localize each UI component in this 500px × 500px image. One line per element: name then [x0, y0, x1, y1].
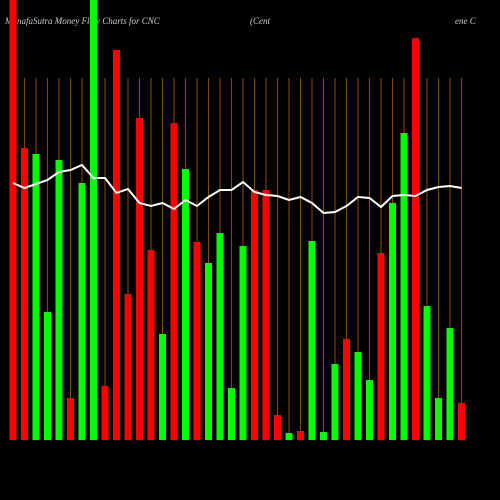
bar: [182, 169, 189, 440]
bar: [193, 242, 201, 440]
bar: [170, 123, 178, 440]
bar: [285, 433, 293, 440]
bar: [205, 263, 212, 440]
bar: [366, 380, 373, 440]
bar: [389, 203, 396, 440]
bar: [423, 306, 431, 440]
bar: [400, 133, 408, 440]
bar: [274, 415, 281, 440]
bar: [458, 403, 465, 440]
bar: [435, 398, 442, 440]
bar: [239, 246, 247, 440]
bar: [9, 0, 17, 440]
line: [12, 163, 462, 215]
bar: [446, 328, 454, 440]
bar: [216, 233, 224, 440]
bar: [44, 312, 51, 440]
bar: [67, 398, 74, 440]
bar: [159, 334, 166, 440]
bar: [90, 0, 97, 440]
bar: [251, 190, 258, 440]
chart-title-part: ene C: [455, 16, 477, 26]
chart-title: MunafaSutra Money Flow Charts for CNC: [4, 16, 161, 26]
bar: [32, 154, 40, 440]
bar: [412, 38, 419, 440]
bar: [21, 148, 28, 440]
bar: [354, 352, 362, 440]
bar: [228, 388, 235, 440]
bar: [308, 241, 316, 440]
bar: [343, 339, 350, 440]
bar: [331, 364, 339, 440]
bar: [55, 160, 63, 440]
bar: [78, 183, 86, 440]
bar: [297, 431, 304, 440]
bar: [377, 253, 385, 440]
bar: [147, 250, 155, 440]
bar: [124, 294, 132, 440]
bar: [262, 190, 270, 440]
bar: [320, 432, 327, 440]
bar: [113, 50, 120, 440]
bar: [101, 386, 109, 440]
bar: [136, 118, 143, 440]
chart-title-part: (Cent: [250, 16, 270, 26]
